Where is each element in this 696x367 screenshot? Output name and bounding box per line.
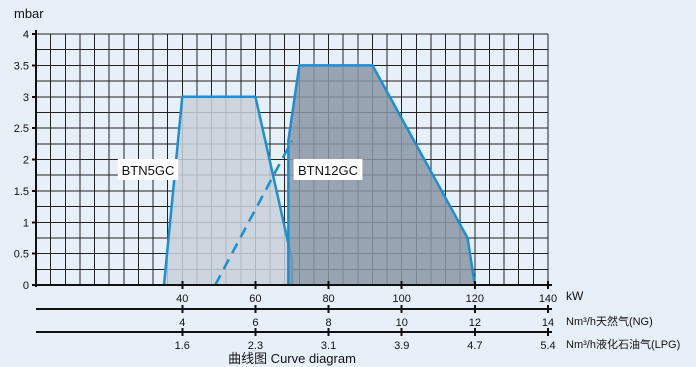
x-tick-label: 80	[322, 293, 334, 305]
y-tick-label: 0.5	[14, 249, 29, 261]
x-tick-label: 120	[466, 293, 484, 305]
series-label-box	[117, 159, 179, 180]
y-tick-label: 1	[23, 217, 29, 229]
y-tick-label: 2.5	[14, 123, 29, 135]
chart-title: 曲线图 Curve diagram	[228, 351, 356, 366]
series-label-BTN5GC: BTN5GC	[122, 163, 175, 178]
ng-tick-label: 14	[542, 317, 554, 329]
lpg-tick-label: 4.7	[467, 340, 482, 352]
y-tick-label: 3	[23, 92, 29, 104]
x-tick-label: 140	[539, 293, 557, 305]
tick-labels: 0 0.5 1 1.5 2 2.5 3 3.5 4 40 60 80 100 120 140 4 6 8 10 12 1…	[14, 29, 557, 352]
lpg-axis-label: Nm³/h液化石油气(LPG)	[566, 337, 680, 351]
x-tick-label: 40	[176, 293, 188, 305]
x-tick-label: 100	[393, 293, 411, 305]
series-outline-BTN12GC	[287, 64, 477, 286]
series-label-box	[293, 159, 363, 180]
ng-tick-label: 12	[469, 317, 481, 329]
series-area-BTN12GC	[288, 65, 475, 285]
series-dashed-line	[214, 140, 294, 286]
ng-tick-label: 4	[179, 317, 185, 329]
y-tick-label: 4	[23, 29, 29, 41]
lpg-tick-label: 5.4	[540, 340, 555, 352]
series-area-BTN5GC	[164, 96, 292, 285]
x-tick-label: 60	[249, 293, 261, 305]
lpg-tick-label: 1.6	[175, 340, 190, 352]
y-tick-label: 0	[23, 280, 29, 292]
lpg-tick-label: 3.9	[394, 340, 409, 352]
ng-tick-label: 10	[396, 317, 408, 329]
y-tick-label: 3.5	[14, 60, 29, 72]
ng-tick-label: 6	[252, 317, 258, 329]
lpg-tick-label: 3.1	[321, 340, 336, 352]
x-axis-unit-label: kW	[566, 289, 584, 303]
ng-tick-label: 8	[326, 317, 332, 329]
y-axis-label: mbar	[14, 6, 44, 21]
y-tick-label: 2	[23, 155, 29, 167]
axes	[32, 30, 552, 336]
ng-axis-label: Nm³/h天然气(NG)	[566, 314, 653, 328]
lpg-tick-label: 2.3	[248, 340, 263, 352]
series-label-BTN12GC: BTN12GC	[298, 163, 358, 178]
series-areas: BTN5GC BTN12GC	[117, 64, 477, 286]
y-tick-label: 1.5	[14, 186, 29, 198]
